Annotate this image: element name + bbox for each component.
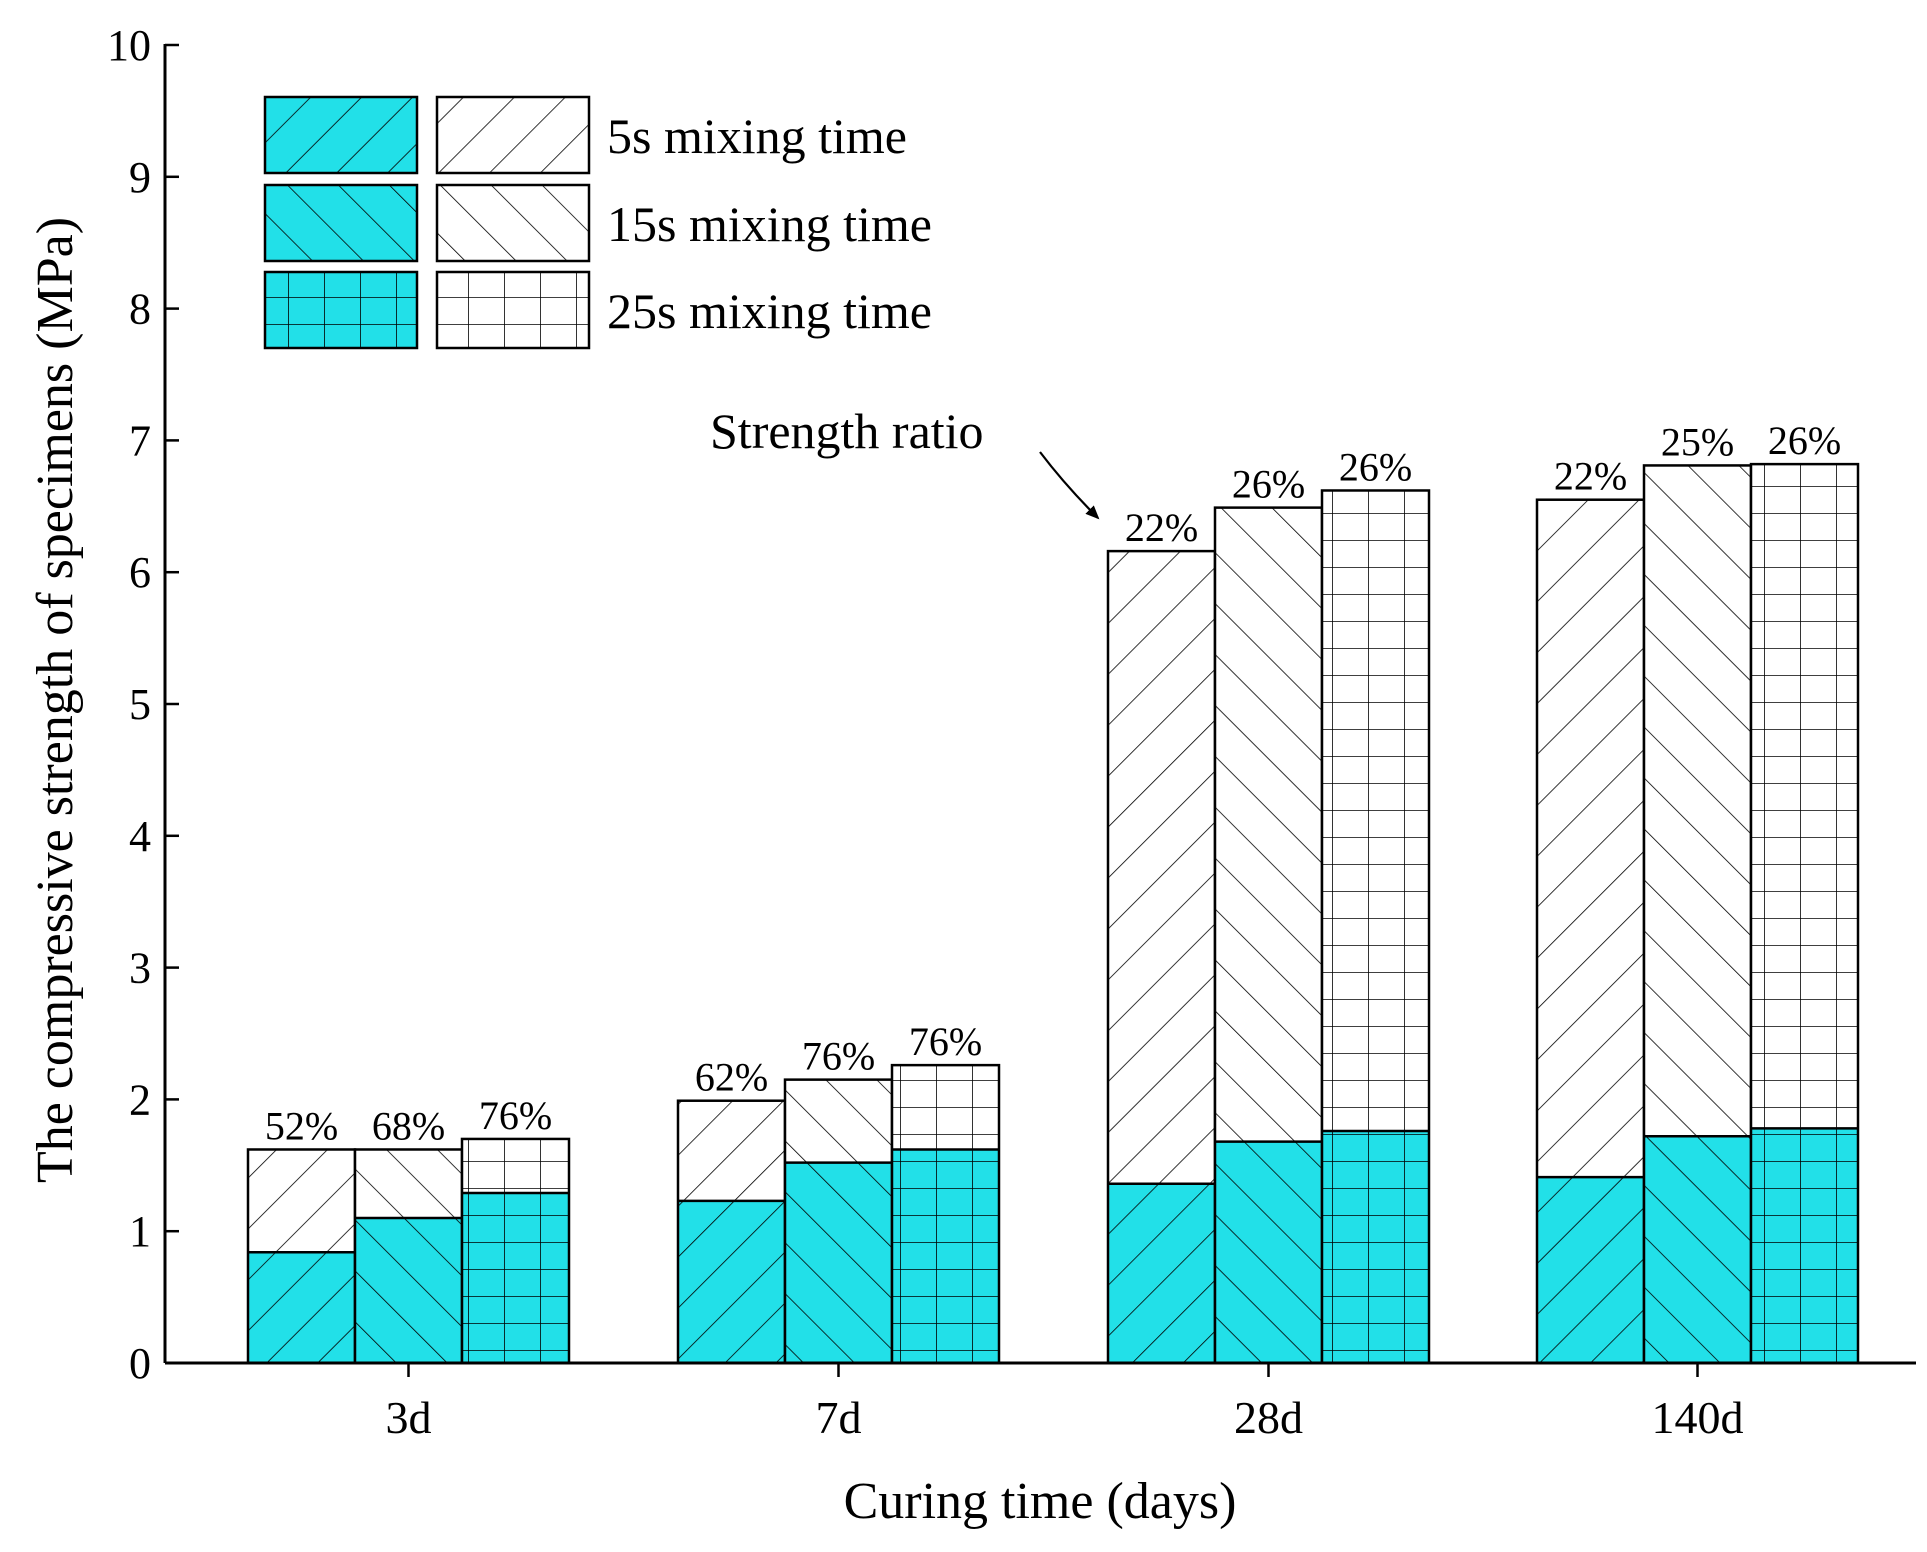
ratio-label: 68%	[372, 1103, 445, 1148]
legend-label: 25s mixing time	[607, 283, 932, 339]
y-tick-label: 10	[107, 21, 151, 70]
ratio-label: 62%	[695, 1055, 768, 1100]
bar-lower-hatch	[785, 1162, 892, 1363]
ratio-label: 26%	[1339, 444, 1412, 489]
strength-ratio-annotation: Strength ratio	[710, 403, 984, 459]
ratio-label: 25%	[1661, 419, 1734, 464]
bar-upper-hatch	[1322, 490, 1429, 1132]
y-tick-label: 7	[129, 416, 151, 465]
bar-lower-hatch	[678, 1200, 785, 1363]
bar-upper-hatch	[1108, 551, 1215, 1184]
bar-upper-hatch	[355, 1149, 462, 1219]
x-category-label: 7d	[816, 1392, 862, 1443]
y-tick-label: 9	[129, 153, 151, 202]
bar-upper-hatch	[248, 1149, 355, 1253]
x-category-label: 28d	[1234, 1392, 1303, 1443]
ratio-label: 26%	[1232, 462, 1305, 507]
bars-layer	[246, 462, 1860, 1365]
legend-label: 15s mixing time	[607, 196, 932, 252]
bar-upper-hatch	[1215, 507, 1322, 1142]
ratio-label: 26%	[1768, 418, 1841, 463]
legend: 5s mixing time 15s mixing time 25s mixing …	[263, 95, 932, 350]
y-tick-label: 3	[129, 944, 151, 993]
y-tick-label: 4	[129, 812, 151, 861]
legend-swatch-lower-hatch	[263, 183, 419, 263]
x-axis-labels: 3d 7d 28d 140d	[386, 1363, 1744, 1443]
y-tick-label: 2	[129, 1075, 151, 1124]
ratio-label: 22%	[1125, 505, 1198, 550]
y-axis-ticks: 0 1 2 3 4 5 6 7 8 9 10	[107, 21, 179, 1388]
bar-lower-hatch	[1322, 1131, 1429, 1363]
x-category-label: 3d	[386, 1392, 432, 1443]
bar-upper-hatch	[1751, 464, 1858, 1129]
legend-swatch-upper-hatch	[435, 183, 591, 263]
ratio-label: 76%	[479, 1093, 552, 1138]
bar-lower-hatch	[1644, 1136, 1751, 1363]
bar-lower-hatch	[892, 1149, 999, 1363]
bar-lower-hatch	[1215, 1141, 1322, 1363]
y-tick-label: 5	[129, 680, 151, 729]
ratio-label: 76%	[802, 1034, 875, 1079]
y-tick-label: 6	[129, 548, 151, 597]
bar-upper-hatch	[1537, 499, 1644, 1178]
bar-lower-hatch	[1537, 1177, 1644, 1363]
bar-lower-hatch	[1751, 1128, 1858, 1363]
legend-swatch-upper-hatch	[435, 270, 591, 350]
bar-upper-hatch	[1644, 465, 1751, 1137]
legend-label: 5s mixing time	[607, 108, 907, 164]
ratio-labels-layer: 52% 68% 76% 62% 76% 76% 22% 26% 26% 22% 25% 26%	[265, 418, 1841, 1148]
annotation-arrow	[1039, 451, 1100, 520]
bar-lower-hatch	[1108, 1183, 1215, 1363]
x-category-label: 140d	[1652, 1392, 1744, 1443]
bar-upper-hatch	[785, 1079, 892, 1163]
ratio-label: 76%	[909, 1019, 982, 1064]
legend-swatch-lower-hatch	[263, 95, 419, 175]
y-tick-label: 1	[129, 1207, 151, 1256]
x-axis-title: Curing time (days)	[844, 1473, 1237, 1530]
bar-upper-hatch	[462, 1138, 569, 1193]
bar-upper-hatch	[678, 1100, 785, 1201]
legend-swatch-lower-hatch	[263, 270, 419, 350]
y-tick-label: 0	[129, 1339, 151, 1388]
ratio-label: 52%	[265, 1103, 338, 1148]
bar-lower-hatch	[248, 1252, 355, 1363]
bar-lower-hatch	[355, 1218, 462, 1363]
bar-upper-hatch	[892, 1065, 999, 1150]
ratio-label: 22%	[1554, 454, 1627, 499]
bar-lower-hatch	[462, 1192, 569, 1363]
y-axis-title: The compressive strength of specimens (M…	[27, 217, 84, 1183]
legend-swatch-upper-hatch	[435, 95, 591, 175]
y-tick-label: 8	[129, 285, 151, 334]
